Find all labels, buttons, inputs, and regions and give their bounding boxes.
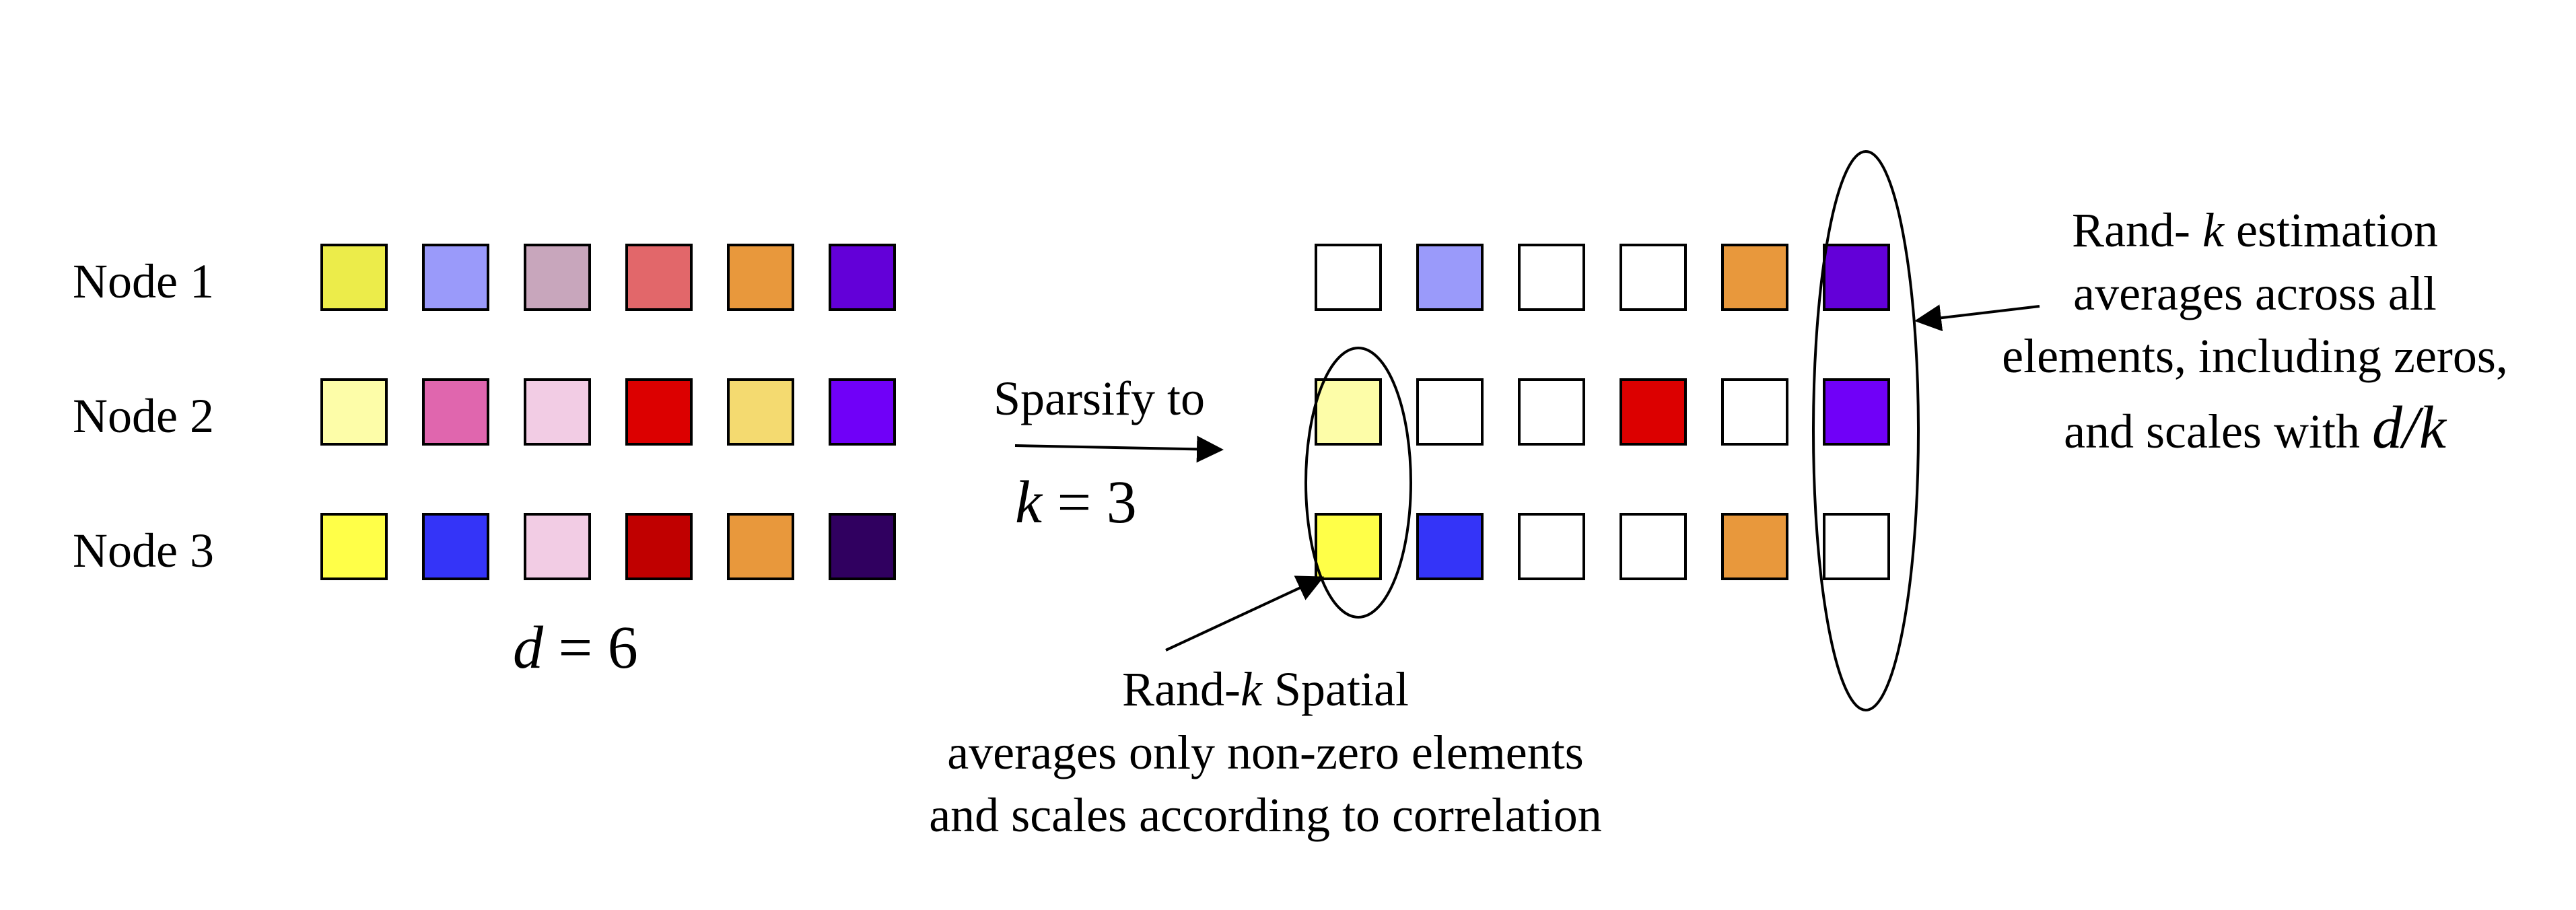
spatial-pointer-arrow xyxy=(1165,575,1325,652)
annotation-spatial-line1: Rand-k Spatial xyxy=(875,658,1656,722)
original-cell-r3-c2 xyxy=(422,513,489,580)
sparsified-cell-r1-c3 xyxy=(1518,244,1585,311)
node-3-label: Node 3 xyxy=(73,524,214,578)
original-cell-r1-c3 xyxy=(524,244,591,311)
sparsified-cell-r2-c3 xyxy=(1518,378,1585,446)
sparsified-cell-r3-c1 xyxy=(1315,513,1382,580)
original-cell-r3-c5 xyxy=(727,513,794,580)
dimension-op: = xyxy=(558,615,593,681)
original-cell-r2-c3 xyxy=(524,378,591,446)
sparsified-cell-r2-c6 xyxy=(1823,378,1890,446)
node-2-label: Node 2 xyxy=(73,389,214,443)
annotation-rand-k-estimation: Rand- k estimation averages across all e… xyxy=(1952,199,2558,467)
sparsified-cell-r3-c3 xyxy=(1518,513,1585,580)
annotation-spatial-line3: and scales according to correlation xyxy=(929,788,1602,843)
annotation-estimation-line1: Rand- k estimation xyxy=(1952,199,2558,262)
sparsify-k-op: = xyxy=(1057,469,1092,536)
annotation-estimation-scale-math: d/k xyxy=(2371,394,2446,461)
annotation-estimation-var: k xyxy=(2202,203,2224,257)
annotation-spatial-var: k xyxy=(1241,662,1262,716)
original-cell-r1-c2 xyxy=(422,244,489,311)
original-cell-r3-c4 xyxy=(625,513,693,580)
original-cell-r3-c6 xyxy=(829,513,896,580)
annotation-spatial-line2: averages only non-zero elements xyxy=(947,725,1584,779)
sparsify-label: Sparsify to xyxy=(994,372,1205,425)
sparsified-cell-r2-c2 xyxy=(1416,378,1484,446)
annotation-rand-k-spatial: Rand-k Spatial averages only non-zero el… xyxy=(875,658,1656,847)
annotation-spatial-prefix: Rand- xyxy=(1122,662,1241,716)
original-cell-r2-c4 xyxy=(625,378,693,446)
sparsified-cell-r1-c2 xyxy=(1416,244,1484,311)
original-cell-r2-c5 xyxy=(727,378,794,446)
original-cell-r2-c2 xyxy=(422,378,489,446)
sparsified-cell-r1-c1 xyxy=(1315,244,1382,311)
sparsified-cell-r1-c4 xyxy=(1620,244,1687,311)
dimension-var: d xyxy=(513,615,543,681)
sparsify-k-label: k = 3 xyxy=(1015,473,1137,533)
sparsified-cell-r3-c6 xyxy=(1823,513,1890,580)
annotation-estimation-suffix: estimation xyxy=(2235,203,2438,257)
annotation-spatial-suffix: Spatial xyxy=(1274,662,1409,716)
dimension-label: d = 6 xyxy=(513,618,638,678)
sparsify-arrow xyxy=(1014,435,1224,463)
original-cell-r3-c3 xyxy=(524,513,591,580)
annotation-estimation-scale-text: and scales with xyxy=(2064,404,2360,458)
original-cell-r1-c6 xyxy=(829,244,896,311)
original-cell-r2-c6 xyxy=(829,378,896,446)
original-cell-r1-c5 xyxy=(727,244,794,311)
sparsified-cell-r2-c5 xyxy=(1721,378,1788,446)
sparsified-cell-r3-c4 xyxy=(1620,513,1687,580)
annotation-estimation-line3: elements, including zeros, xyxy=(2002,329,2508,384)
sparsified-cell-r2-c1 xyxy=(1315,378,1382,446)
original-cell-r1-c4 xyxy=(625,244,693,311)
sparsified-cell-r1-c6 xyxy=(1823,244,1890,311)
sparsify-k-var: k xyxy=(1015,469,1042,536)
node-1-label: Node 1 xyxy=(73,254,214,308)
sparsified-cell-r1-c5 xyxy=(1721,244,1788,311)
dimension-value: 6 xyxy=(607,615,638,681)
sparsified-cell-r2-c4 xyxy=(1620,378,1687,446)
sparsified-cell-r3-c2 xyxy=(1416,513,1484,580)
sparsify-k-value: 3 xyxy=(1106,469,1137,536)
sparsified-cell-r3-c5 xyxy=(1721,513,1788,580)
original-cell-r1-c1 xyxy=(320,244,388,311)
annotation-estimation-prefix: Rand- xyxy=(2072,203,2191,257)
annotation-estimation-line2: averages across all xyxy=(2073,266,2437,320)
original-cell-r3-c1 xyxy=(320,513,388,580)
annotation-estimation-line4: and scales with d/k xyxy=(1952,388,2558,467)
original-cell-r2-c1 xyxy=(320,378,388,446)
